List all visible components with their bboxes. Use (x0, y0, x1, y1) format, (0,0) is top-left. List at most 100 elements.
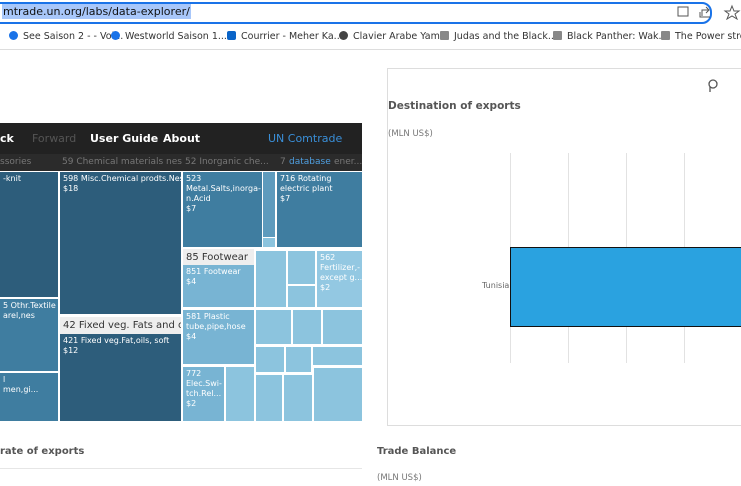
text: 772 (186, 369, 202, 378)
treemap-cell[interactable] (256, 375, 282, 421)
text: 523 (186, 174, 202, 183)
nav-brand[interactable]: UN Comtrade (268, 132, 343, 145)
text: $4 (186, 277, 197, 286)
text: Fertilizer,- (320, 263, 361, 272)
panel-title: Destination of exports (388, 100, 521, 112)
text: n.Acid (186, 194, 211, 203)
bar[interactable] (510, 247, 741, 327)
treemap-cell[interactable] (284, 375, 312, 421)
treemap-cell[interactable]: 851 Footwear $4 (183, 265, 254, 307)
treemap-cell[interactable] (314, 368, 362, 421)
treemap-cell[interactable] (226, 367, 254, 421)
treemap-header-label: 7 (280, 157, 286, 167)
treemap-group-label[interactable]: 42 Fixed veg. Fats and oils (60, 317, 181, 334)
text: 598 Misc.Chemical prodts.Nes (63, 174, 181, 183)
text: Judas and the Black... (454, 31, 557, 42)
bookmark[interactable]: Black Panther: Wak... (553, 31, 668, 42)
treemap-cell[interactable] (263, 172, 275, 237)
treemap-cell[interactable]: l men,gi... (0, 373, 58, 421)
treemap-cell[interactable]: 562 Fertilizer,- except g... $2 (317, 251, 362, 307)
treemap-cell[interactable] (263, 238, 275, 247)
nav-item[interactable]: About (163, 132, 201, 145)
panel-unit: (MLN US$) (388, 129, 433, 139)
text: $7 (186, 204, 197, 213)
search-icon[interactable] (706, 79, 720, 93)
text: Clavier Arabe Yamli (353, 31, 446, 42)
text: -knit (3, 174, 21, 183)
treemap-cell[interactable]: 523 Metal.Salts,inorga-n.Acid $7 (183, 172, 262, 247)
text: 42 Fixed veg. Fats and oils (63, 320, 181, 331)
text: $4 (186, 332, 197, 341)
text: except g... (320, 273, 362, 282)
treemap-cell[interactable]: 598 Misc.Chemical prodts.Nes $18 (60, 172, 181, 314)
browser-toolbar: mtrade.un.org/labs/data-explorer/ (0, 0, 741, 24)
destination-card: Destination of exports (MLN US$) Tunisia (387, 68, 741, 426)
bookmark[interactable]: Clavier Arabe Yamli (339, 31, 445, 42)
section-unit: (MLN US$) (377, 473, 422, 483)
treemap-cell[interactable]: 421 Fixed veg.Fat,oils, soft $12 (60, 334, 181, 421)
treemap: -knit 598 Misc.Chemical prodts.Nes $18 52… (0, 171, 362, 421)
treemap-header-label: 59 Chemical materials nes (62, 157, 182, 167)
treemap-cell[interactable] (323, 310, 362, 344)
treemap-cell[interactable] (293, 310, 321, 344)
treemap-cell[interactable]: 716 Rotating electric plant $7 (277, 172, 362, 247)
treemap-header: ssories 59 Chemical materials nes 52 Ino… (0, 154, 362, 171)
section-title: rate of exports (0, 446, 85, 457)
text: The Power stream (675, 31, 741, 42)
text: 581 Plastic (186, 312, 230, 321)
url[interactable]: mtrade.un.org/labs/data-explorer/ (2, 4, 191, 19)
text: Elec.Swi- (186, 379, 222, 388)
text: 421 Fixed veg.Fat,oils, soft (63, 336, 170, 345)
treemap-cell[interactable] (256, 251, 286, 307)
treemap-cell[interactable] (256, 347, 284, 372)
text: men,gi... (3, 385, 39, 394)
text: $2 (186, 399, 197, 408)
text: 5 Othr.Textile (3, 301, 56, 310)
bookmark[interactable]: Westworld Saison 1... (111, 31, 227, 42)
text: 716 Rotating (280, 174, 332, 183)
treemap-cell[interactable]: 772 Elec.Swi-tch.Rel... $2 (183, 367, 224, 421)
treemap-cell[interactable]: 581 Plastic tube,pipe,hose $4 (183, 310, 254, 364)
treemap-cell[interactable] (286, 347, 311, 372)
treemap-cell[interactable]: 5 Othr.Textile arel,nes (0, 299, 58, 371)
bookmark[interactable]: See Saison 2 - - Voi... (9, 31, 123, 42)
text: $2 (320, 283, 331, 292)
nav-item[interactable]: Forward (32, 132, 77, 145)
treemap-cell[interactable] (288, 286, 315, 307)
treemap-cell[interactable] (256, 310, 291, 344)
text: $12 (63, 346, 79, 355)
treemap-cell[interactable]: -knit (0, 172, 58, 297)
text: Westworld Saison 1... (125, 31, 227, 42)
treemap-header-label: 52 Inorganic che... (185, 157, 269, 167)
nav-item[interactable]: ck (0, 132, 14, 145)
bookmarks-bar: See Saison 2 - - Voi... Westworld Saison… (0, 25, 741, 50)
treemap-header-label: ener... (334, 157, 363, 167)
text: 851 Footwear (186, 267, 241, 276)
treemap-cell[interactable] (313, 347, 362, 365)
text: tch.Rel... (186, 389, 222, 398)
text: arel,nes (3, 311, 35, 320)
nav-item[interactable]: User Guide (90, 132, 159, 145)
text: $7 (280, 194, 291, 203)
section-title: Trade Balance (377, 446, 457, 457)
treemap-cell[interactable] (288, 251, 315, 284)
text: Black Panther: Wak... (567, 31, 668, 42)
toolbar-icons[interactable] (675, 4, 741, 20)
text: tube,pipe,hose (186, 322, 246, 331)
bookmark[interactable]: Judas and the Black... (440, 31, 557, 42)
bookmark[interactable]: The Power stream (661, 31, 741, 42)
bookmark[interactable]: Courrier - Meher Ka... (227, 31, 343, 42)
text: Courrier - Meher Ka... (241, 31, 343, 42)
treemap-group-label[interactable]: 85 Footwear (183, 249, 254, 265)
text: electric plant (280, 184, 333, 193)
treemap-header-label: ssories (0, 157, 32, 167)
text: See Saison 2 - - Voi... (23, 31, 124, 42)
text: Metal.Salts,inorga- (186, 184, 261, 193)
divider (0, 468, 362, 469)
category-label: Tunisia (482, 281, 510, 290)
text: 85 Footwear (186, 252, 249, 263)
text: $18 (63, 184, 79, 193)
nav-overlay: database (289, 157, 331, 167)
address-bar[interactable] (0, 2, 712, 24)
